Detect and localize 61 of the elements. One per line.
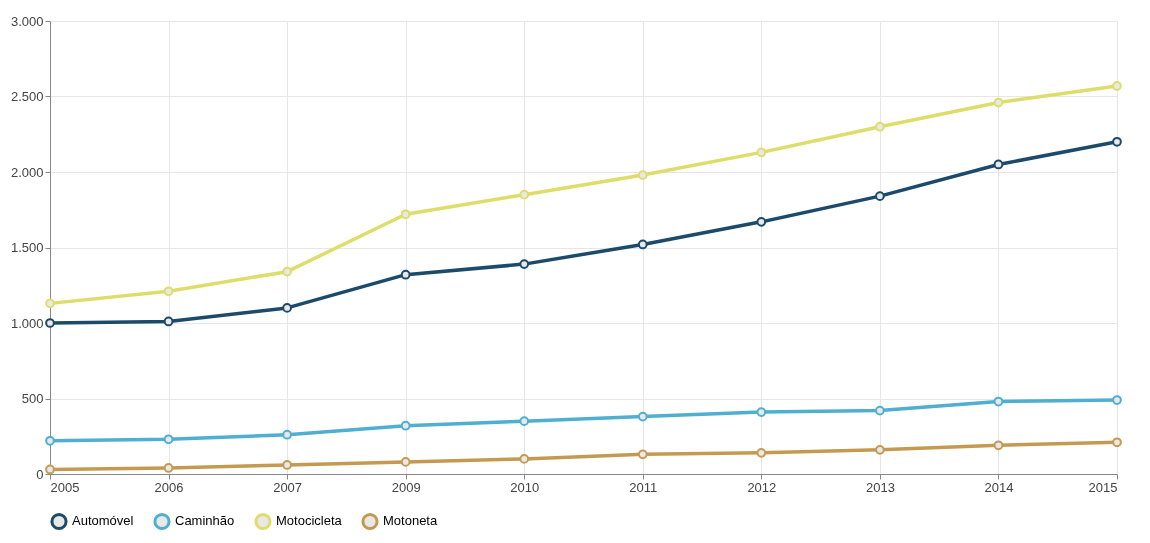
point [163, 434, 174, 445]
point [400, 209, 411, 220]
y-tick-label: 2.500 [10, 89, 44, 104]
x-tick-label: 2014 [984, 479, 1014, 495]
legend-label: Caminhão [175, 513, 235, 529]
point [400, 269, 411, 280]
point [45, 318, 55, 328]
x-tick-label: 2010 [510, 479, 540, 495]
legend-label: Automóvel [72, 513, 134, 529]
point [163, 463, 174, 473]
point [519, 454, 530, 464]
point [637, 449, 648, 460]
point [875, 191, 885, 202]
point [756, 147, 767, 158]
y-tick-label: 2.000 [10, 164, 44, 180]
point [1112, 136, 1122, 147]
point [45, 435, 55, 446]
point [875, 405, 885, 416]
y-tick-label: 3.000 [10, 13, 44, 29]
point [756, 447, 767, 458]
point [45, 464, 55, 475]
point [400, 420, 411, 431]
point [993, 97, 1004, 108]
point [637, 239, 648, 250]
y-tick-label: 1.000 [10, 315, 44, 331]
x-tick-label: 2006 [154, 479, 184, 495]
point [163, 316, 174, 327]
point [282, 303, 292, 313]
x-tick-label: 2015 [1088, 479, 1118, 495]
point [45, 298, 55, 309]
point [756, 216, 767, 227]
point [1112, 437, 1122, 448]
x-tick-label: 2005 [50, 479, 80, 495]
x-tick-label: 2009 [391, 479, 421, 495]
point [1112, 395, 1122, 405]
point [993, 440, 1004, 451]
point [519, 259, 530, 269]
point [637, 170, 648, 180]
x-tick-label: 2007 [273, 479, 303, 495]
point [1112, 81, 1122, 91]
point [163, 286, 174, 297]
point [993, 159, 1004, 170]
point [875, 444, 885, 455]
x-tick-label: 2012 [747, 479, 777, 495]
point [637, 411, 648, 422]
point [282, 460, 292, 470]
legend-label: Motoneta [383, 513, 438, 529]
point [282, 429, 292, 440]
point [519, 189, 530, 200]
point [400, 457, 411, 467]
y-tick-label: 500 [21, 391, 44, 406]
y-tick-label: 1.500 [10, 240, 44, 255]
x-tick-label: 2011 [629, 479, 658, 495]
point [756, 407, 767, 417]
legend-label: Motocicleta [276, 513, 343, 529]
point [993, 396, 1004, 407]
y-tick-label: 0 [36, 466, 44, 482]
point [519, 416, 530, 427]
point [875, 121, 885, 132]
x-tick-label: 2013 [865, 479, 895, 495]
point [282, 266, 292, 277]
